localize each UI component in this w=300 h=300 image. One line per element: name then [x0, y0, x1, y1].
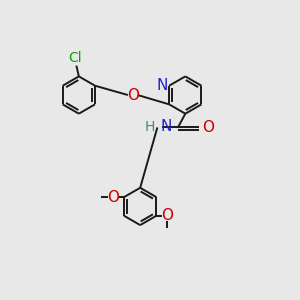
- Text: N: N: [157, 78, 168, 93]
- Text: O: O: [202, 120, 214, 135]
- Text: H: H: [145, 120, 155, 134]
- Text: O: O: [127, 88, 139, 103]
- Text: O: O: [107, 190, 119, 205]
- Text: O: O: [161, 208, 173, 223]
- Text: N: N: [160, 119, 172, 134]
- Text: Cl: Cl: [69, 51, 82, 64]
